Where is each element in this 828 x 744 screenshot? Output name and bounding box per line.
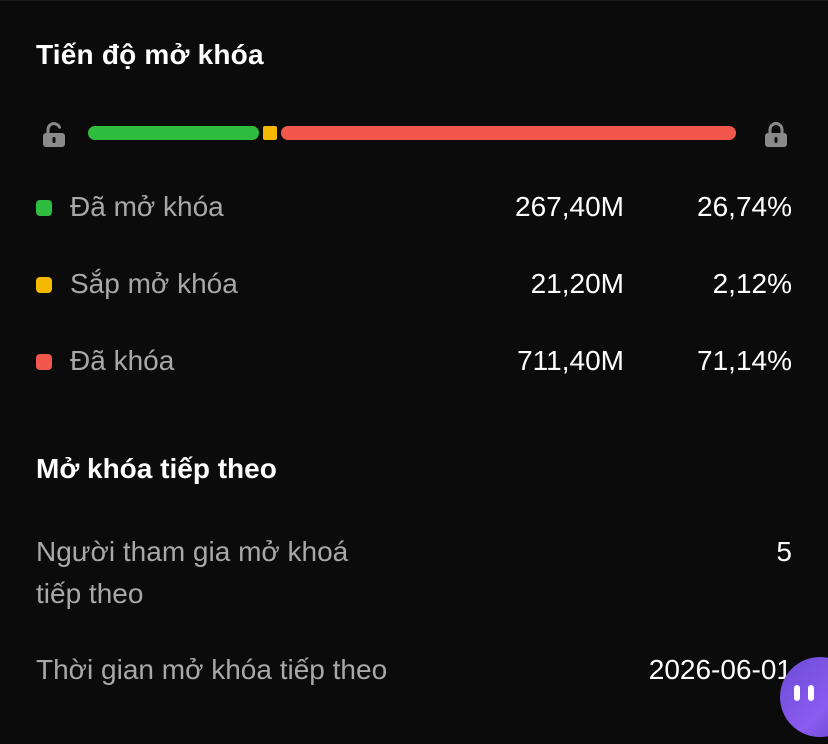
legend-percent: 71,14% [697, 345, 792, 376]
legend-dot-locked [36, 354, 52, 370]
legend-dot-upcoming [36, 277, 52, 293]
legend-row-unlocked: Đã mở khóa 267,40M 26,74% [36, 187, 792, 227]
legend-label: Đã khóa [70, 345, 175, 376]
next-unlock-title: Mở khóa tiếp theo [36, 453, 277, 484]
legend-row-locked: Đã khóa 711,40M 71,14% [36, 341, 792, 381]
time-value: 2026-06-01 [648, 654, 792, 685]
unlocked-padlock-icon [43, 122, 65, 147]
legend-amount: 21,20M [530, 268, 624, 299]
assistant-eye-right [808, 685, 814, 701]
unlock-progress-title: Tiến độ mở khóa [36, 39, 264, 70]
legend-percent: 26,74% [697, 191, 792, 222]
progress-segment-locked [281, 126, 736, 140]
time-label: Thời gian mở khóa tiếp theo [36, 654, 388, 685]
progress-segment-upcoming [263, 126, 277, 140]
legend-amount: 711,40M [517, 345, 624, 376]
legend-amount: 267,40M [515, 191, 624, 222]
progress-segment-unlocked [88, 126, 260, 140]
legend-row-upcoming: Sắp mở khóa 21,20M 2,12% [36, 264, 792, 304]
assistant-eye-left [794, 685, 800, 701]
legend-label: Đã mở khóa [70, 191, 224, 222]
legend-percent: 2,12% [712, 268, 792, 299]
legend-label: Sắp mở khóa [70, 268, 238, 299]
legend-dot-unlocked [36, 200, 52, 216]
participants-label: Người tham gia mở khoá tiếp theo [36, 536, 349, 609]
participants-value: 5 [776, 536, 792, 567]
unlock-progress-bar [88, 126, 736, 140]
locked-padlock-icon [765, 122, 787, 147]
